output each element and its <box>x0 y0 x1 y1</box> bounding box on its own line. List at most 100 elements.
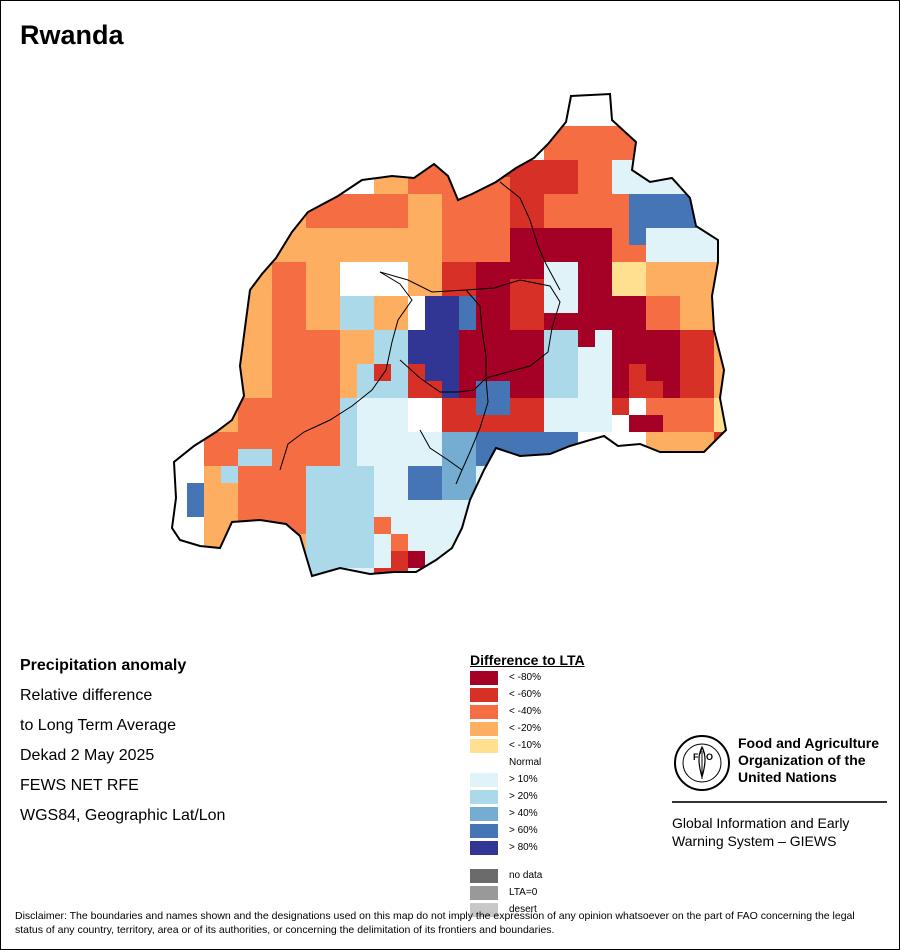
anomaly-cell <box>238 228 256 246</box>
anomaly-cell <box>442 432 460 450</box>
anomaly-cell <box>459 228 477 246</box>
anomaly-cell <box>357 534 375 552</box>
legend-label: > 60% <box>509 825 538 836</box>
anomaly-cell <box>663 517 681 535</box>
anomaly-cell <box>306 432 324 450</box>
legend-label: Normal <box>509 757 542 768</box>
anomaly-cell <box>544 432 562 450</box>
anomaly-cell <box>255 330 273 348</box>
legend-swatch <box>470 739 498 753</box>
anomaly-cell <box>629 228 647 246</box>
anomaly-cell <box>578 347 596 365</box>
anomaly-cell <box>680 364 698 382</box>
anomaly-cell <box>714 534 726 552</box>
anomaly-cell <box>493 245 511 263</box>
anomaly-cell <box>204 449 222 467</box>
anomaly-cell <box>663 126 681 144</box>
anomaly-cell <box>578 160 596 178</box>
anomaly-cell <box>340 194 358 212</box>
anomaly-cell <box>476 126 494 144</box>
anomaly-cell <box>612 534 630 552</box>
anomaly-cell <box>340 500 358 518</box>
anomaly-cell <box>663 534 681 552</box>
anomaly-cell <box>340 262 358 280</box>
anomaly-cell <box>663 466 681 484</box>
anomaly-cell <box>306 381 324 399</box>
anomaly-cell <box>663 245 681 263</box>
anomaly-cell <box>561 313 579 331</box>
anomaly-cell <box>238 483 256 501</box>
anomaly-cell <box>663 94 681 110</box>
anomaly-cell <box>714 313 726 331</box>
anomaly-cell <box>204 483 222 501</box>
anomaly-cell <box>510 466 528 484</box>
anomaly-cell <box>238 466 256 484</box>
anomaly-cell <box>459 177 477 195</box>
anomaly-cell <box>425 109 443 127</box>
anomaly-cell <box>561 126 579 144</box>
anomaly-cell <box>255 347 273 365</box>
anomaly-cell <box>510 245 528 263</box>
anomaly-cell <box>238 551 256 569</box>
info-line-4: FEWS NET RFE <box>20 777 139 794</box>
anomaly-cell <box>272 364 290 382</box>
anomaly-cell <box>238 432 256 450</box>
anomaly-cell <box>459 415 477 433</box>
anomaly-cell <box>272 534 290 552</box>
anomaly-cell <box>187 211 205 229</box>
anomaly-cell <box>391 262 409 280</box>
anomaly-cell <box>476 177 494 195</box>
anomaly-cell <box>493 211 511 229</box>
anomaly-cell <box>187 347 205 365</box>
anomaly-cell <box>697 415 715 433</box>
anomaly-cell <box>527 517 545 535</box>
anomaly-cell <box>425 211 443 229</box>
anomaly-cell <box>374 228 392 246</box>
anomaly-cell <box>663 228 681 246</box>
anomaly-cell <box>510 568 528 576</box>
anomaly-cell <box>442 262 460 280</box>
anomaly-cell <box>221 177 239 195</box>
anomaly-cell <box>408 415 426 433</box>
anomaly-cell <box>374 194 392 212</box>
anomaly-cell <box>272 160 290 178</box>
anomaly-cell <box>340 228 358 246</box>
anomaly-cell <box>510 126 528 144</box>
anomaly-cell <box>374 551 392 569</box>
anomaly-cell <box>527 364 545 382</box>
anomaly-cell <box>544 398 562 416</box>
anomaly-cell <box>595 177 613 195</box>
anomaly-cell <box>306 551 324 569</box>
anomaly-cell <box>289 551 307 569</box>
map-canvas[interactable] <box>0 0 900 640</box>
anomaly-cell <box>697 262 715 280</box>
anomaly-cell <box>680 551 698 569</box>
anomaly-cell <box>340 330 358 348</box>
anomaly-cell <box>561 330 579 348</box>
anomaly-cell <box>544 347 562 365</box>
anomaly-cell <box>578 500 596 518</box>
anomaly-cell <box>459 381 477 399</box>
anomaly-cell <box>272 466 290 484</box>
info-line-3: Dekad 2 May 2025 <box>20 747 155 764</box>
anomaly-cell <box>510 109 528 127</box>
anomaly-cell <box>408 211 426 229</box>
anomaly-cell <box>255 160 273 178</box>
anomaly-cell <box>629 483 647 501</box>
anomaly-cell <box>544 279 562 297</box>
anomaly-cell <box>391 94 409 110</box>
anomaly-cell <box>510 296 528 314</box>
anomaly-cell <box>289 262 307 280</box>
anomaly-cell <box>289 466 307 484</box>
legend-label: LTA=0 <box>509 887 538 898</box>
anomaly-cell <box>323 347 341 365</box>
anomaly-cell <box>187 160 205 178</box>
anomaly-cell <box>391 177 409 195</box>
anomaly-cell <box>238 449 256 467</box>
anomaly-cell <box>697 296 715 314</box>
anomaly-cell <box>172 94 188 110</box>
anomaly-cell <box>391 211 409 229</box>
anomaly-cell <box>595 466 613 484</box>
anomaly-cell <box>493 126 511 144</box>
anomaly-cell <box>391 296 409 314</box>
